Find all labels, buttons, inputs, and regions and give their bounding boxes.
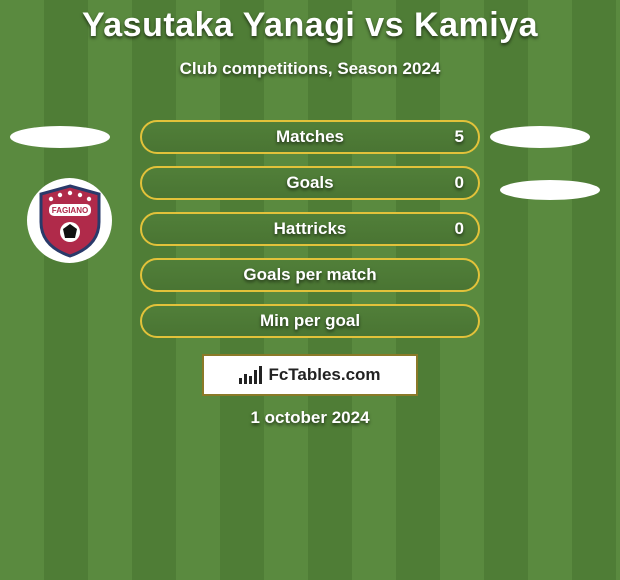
shield-icon: FAGIANO — [31, 182, 109, 260]
stat-row-min-per-goal: Min per goal — [140, 304, 480, 338]
badge-label: FAGIANO — [51, 206, 87, 215]
bar-chart-icon — [239, 366, 262, 384]
stat-row-goals-per-match: Goals per match — [140, 258, 480, 292]
stat-value: 0 — [455, 173, 464, 193]
stat-label: Goals per match — [243, 265, 376, 285]
stat-row-hattricks: Hattricks 0 — [140, 212, 480, 246]
page-subtitle: Club competitions, Season 2024 — [0, 59, 620, 79]
player-right-avatar-2 — [500, 180, 600, 200]
stats-panel: Matches 5 Goals 0 Hattricks 0 Goals per … — [140, 120, 480, 350]
club-badge-left: FAGIANO — [27, 178, 112, 263]
brand-box: FcTables.com — [202, 354, 418, 396]
stat-value: 5 — [455, 127, 464, 147]
stat-row-goals: Goals 0 — [140, 166, 480, 200]
page-title: Yasutaka Yanagi vs Kamiya — [0, 0, 620, 45]
stat-label: Matches — [276, 127, 344, 147]
player-right-avatar — [490, 126, 590, 148]
stat-label: Goals — [286, 173, 333, 193]
stat-row-matches: Matches 5 — [140, 120, 480, 154]
player-left-avatar — [10, 126, 110, 148]
brand-text: FcTables.com — [268, 365, 380, 385]
stat-value: 0 — [455, 219, 464, 239]
stat-label: Min per goal — [260, 311, 360, 331]
stat-label: Hattricks — [274, 219, 347, 239]
date-text: 1 october 2024 — [0, 408, 620, 428]
